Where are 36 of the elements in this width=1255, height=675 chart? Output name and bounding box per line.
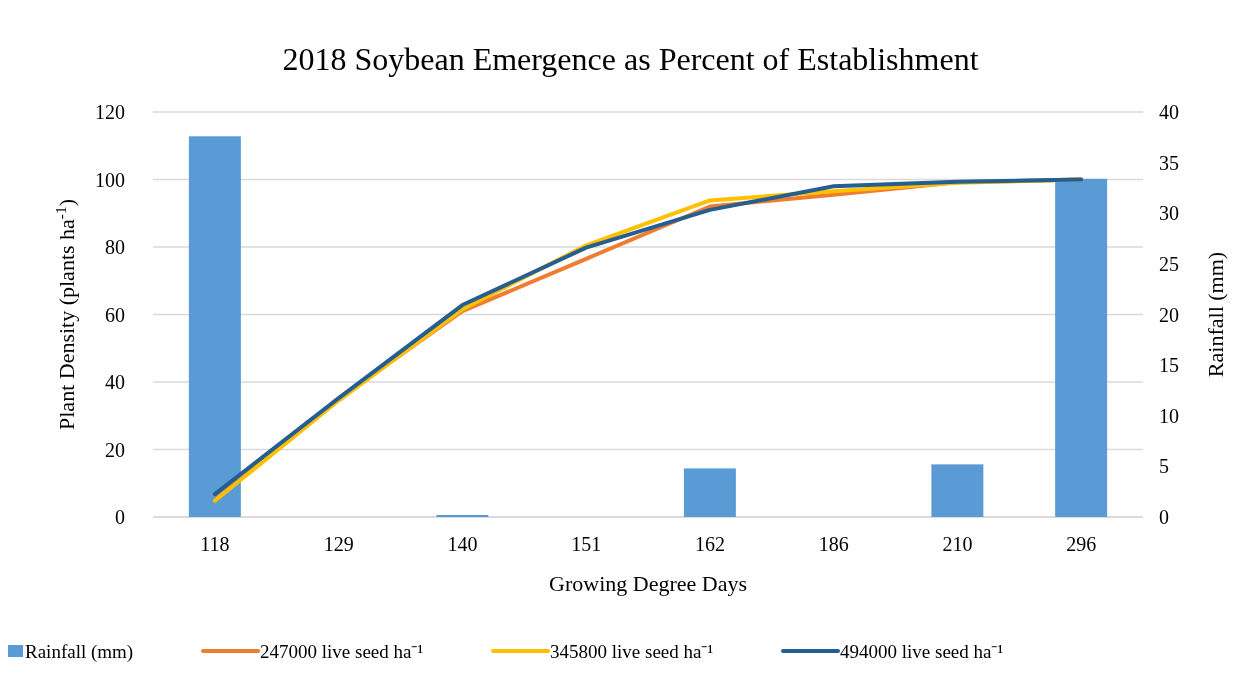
y-tick-label: 80 (105, 236, 125, 258)
x-tick-label: 296 (1066, 533, 1097, 555)
y2-tick-label: 10 (1159, 404, 1179, 427)
y2-tick-label: 40 (1159, 101, 1179, 123)
legend-label: 247000 live seed ha⁻¹ (260, 641, 424, 662)
bar (436, 514, 489, 517)
legend-label: 345800 live seed ha⁻¹ (550, 641, 714, 662)
y-tick-label: 20 (105, 438, 125, 461)
y-tick-label: 100 (95, 168, 125, 191)
bar (683, 468, 736, 517)
x-tick-label: 118 (200, 533, 230, 555)
legend-label: Rainfall (mm) (25, 641, 134, 663)
x-tick-label: 129 (323, 533, 354, 555)
bar (1055, 178, 1108, 517)
y2-tick-label: 30 (1159, 202, 1179, 225)
x-tick-label: 162 (694, 533, 725, 555)
y2-tick-label: 25 (1159, 252, 1179, 275)
x-axis-title: Growing Degree Days (549, 571, 747, 596)
y2-tick-label: 0 (1159, 506, 1169, 528)
y2-tick-label: 5 (1159, 455, 1169, 478)
bar (188, 136, 241, 517)
y-tick-label: 120 (95, 101, 125, 123)
y2-axis-title: Rainfall (mm) (1203, 251, 1228, 378)
legend-label: 494000 live seed ha⁻¹ (840, 641, 1004, 662)
y2-tick-label: 15 (1159, 354, 1179, 377)
x-tick-label: 140 (447, 533, 478, 555)
chart-title: 2018 Soybean Emergence as Percent of Establishment (282, 41, 979, 77)
x-tick-label: 210 (942, 533, 973, 555)
x-tick-label: 186 (818, 533, 849, 555)
x-tick-label: 151 (571, 533, 602, 555)
y-tick-label: 60 (105, 303, 125, 326)
y-tick-label: 0 (115, 506, 125, 528)
y2-tick-label: 20 (1159, 303, 1179, 326)
y-tick-label: 40 (105, 371, 125, 393)
y2-tick-label: 35 (1159, 151, 1179, 174)
bar (931, 464, 984, 517)
